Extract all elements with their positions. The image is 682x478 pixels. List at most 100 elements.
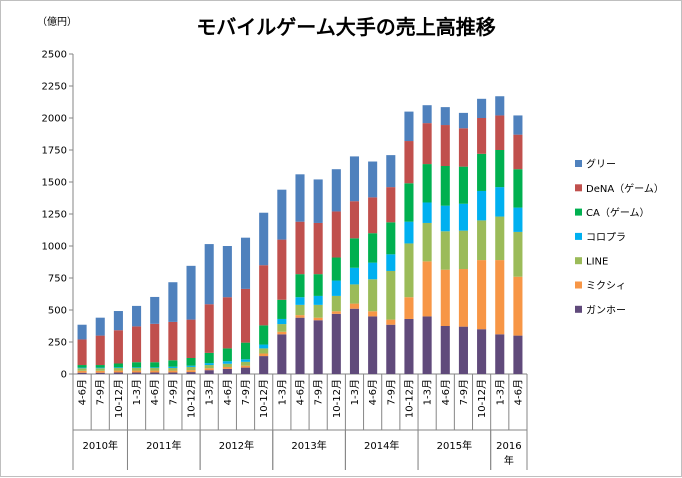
bar-segment	[495, 334, 505, 374]
bar-segment	[440, 205, 450, 232]
bar-segment	[150, 367, 160, 371]
bar-segment	[422, 222, 432, 262]
bar-segment	[368, 279, 378, 312]
x-category-label: 1-3月	[131, 379, 143, 405]
x-category-label: 1-3月	[494, 379, 506, 405]
bar-segment	[204, 352, 214, 364]
bar-segment	[313, 222, 323, 275]
x-category-label: 4-6月	[367, 379, 379, 405]
bar-segment	[204, 370, 214, 374]
legend-swatch	[575, 305, 582, 313]
year-group-label: 年	[504, 454, 514, 467]
bar-segment	[349, 303, 360, 309]
bar-segment	[404, 111, 414, 142]
bar-segment	[95, 368, 105, 371]
bar-segment	[513, 276, 523, 336]
bar-segment	[222, 366, 232, 369]
year-group-label: 2011年	[146, 439, 181, 452]
bar-segment	[404, 183, 414, 222]
y-tick-label: 2500	[42, 50, 67, 61]
bar-segment	[240, 361, 251, 366]
bar-segment	[313, 274, 323, 296]
bar-segment	[113, 330, 123, 364]
bar-segment	[168, 367, 178, 371]
bar-segment	[186, 365, 196, 367]
bar-segment	[513, 169, 523, 208]
legend-label: DeNA（ゲーム）	[586, 183, 664, 195]
bar-segment	[368, 233, 378, 263]
bar-segment	[95, 367, 105, 369]
y-tick-label: 500	[48, 306, 67, 317]
x-category-label: 7-9月	[167, 379, 179, 405]
x-category-label: 7-9月	[313, 379, 325, 405]
bar-segment	[259, 344, 269, 349]
y-tick-label: 1000	[42, 242, 67, 253]
bar-segment	[150, 372, 160, 374]
bar-segment	[186, 358, 196, 366]
x-category-label: 7-9月	[95, 379, 107, 405]
bar-segment	[186, 265, 196, 320]
bar-segment	[295, 315, 305, 318]
bar-segment	[295, 297, 305, 305]
bar-segment	[331, 211, 341, 258]
bar-segment	[186, 366, 196, 371]
x-category-label: 4-6月	[149, 379, 161, 405]
bar-segment	[386, 324, 396, 374]
bar-segment	[495, 96, 505, 116]
bar-segment	[404, 243, 414, 298]
bar-segment	[422, 261, 432, 317]
bar-segment	[404, 141, 414, 184]
bar-segment	[222, 297, 232, 349]
bar-segment	[132, 367, 142, 368]
bar-segment	[295, 304, 305, 316]
bar-segment	[440, 326, 450, 374]
y-tick-label: 1750	[42, 146, 67, 157]
bar-segment	[386, 187, 396, 223]
bar-segment	[513, 207, 523, 232]
bar-segment	[222, 363, 232, 367]
bar-segment	[513, 231, 523, 277]
bar-segment	[222, 348, 232, 362]
legend-label: ミクシィ	[586, 280, 626, 292]
bar-segment	[240, 367, 251, 374]
legend-swatch	[575, 257, 582, 265]
bar-segment	[95, 370, 105, 373]
bar-segment	[386, 222, 396, 255]
year-group-label: 2010年	[83, 439, 118, 452]
x-category-label: 7-9月	[240, 379, 252, 405]
bar-segment	[368, 161, 378, 198]
chart-title: モバイルゲーム大手の売上高推移	[196, 15, 495, 39]
legend-swatch	[575, 184, 582, 192]
bar-segment	[132, 370, 142, 373]
x-category-label: 7-9月	[385, 379, 397, 405]
bar-segment	[477, 118, 487, 154]
bar-segment	[422, 202, 432, 223]
bar-segment	[295, 221, 305, 275]
y-tick-label: 1500	[42, 178, 67, 189]
bar-segment	[150, 367, 160, 368]
bar-segment	[440, 269, 450, 326]
bar-segment	[422, 105, 432, 124]
bar-segment	[477, 153, 487, 191]
bar-segment	[513, 134, 523, 170]
bar-segment	[477, 220, 487, 261]
bar-segment	[386, 319, 396, 325]
bar-segment	[259, 353, 269, 357]
bar-segment	[458, 128, 468, 167]
bar-segment	[458, 269, 468, 327]
bar-segment	[295, 274, 305, 298]
bar-segment	[113, 311, 123, 331]
legend-swatch	[575, 208, 582, 216]
bar-segment	[132, 326, 142, 363]
bar-segment	[113, 367, 123, 371]
x-category-label: 10-12月	[331, 379, 343, 418]
bar-segment	[313, 304, 323, 318]
bar-segment	[150, 296, 160, 324]
bar-segment	[477, 260, 487, 330]
bar-segment	[150, 323, 160, 363]
bar-segment	[132, 362, 142, 368]
bar-segment	[368, 311, 378, 317]
bar-segment	[440, 125, 450, 166]
